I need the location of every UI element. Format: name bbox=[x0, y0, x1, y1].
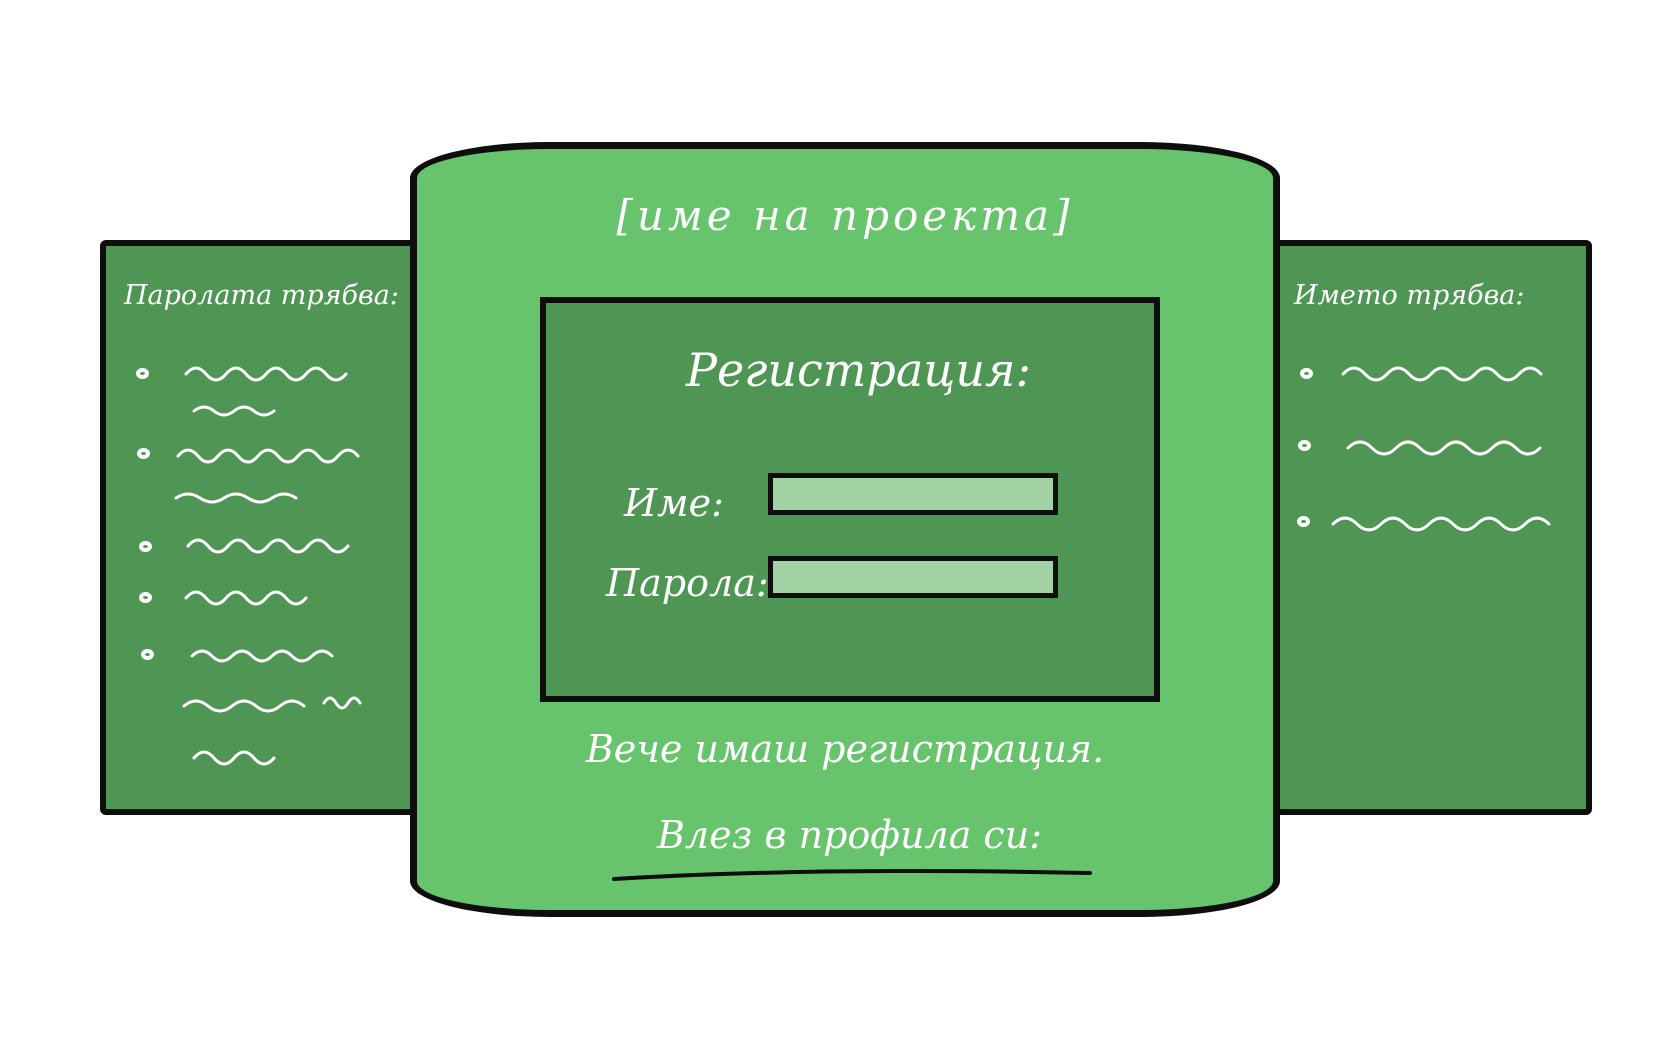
requirement-bullet bbox=[1300, 368, 1313, 379]
password-requirements-title: Паролата трябва: bbox=[124, 280, 399, 311]
login-link[interactable]: Влез в профила си: bbox=[657, 813, 1042, 857]
name-label: Име: bbox=[624, 481, 724, 525]
requirement-bullet bbox=[1297, 516, 1310, 527]
placeholder-scribbles bbox=[1331, 366, 1551, 532]
password-label: Парола: bbox=[606, 561, 769, 605]
name-requirements-panel: Името трябва: bbox=[1262, 240, 1592, 815]
registration-card: [име на проекта] Регистрация: Име: Парол… bbox=[410, 142, 1280, 917]
requirement-bullet bbox=[1298, 440, 1311, 451]
project-title: [име на проекта] bbox=[616, 191, 1074, 240]
registration-form: Регистрация: Име: Парола: bbox=[540, 297, 1160, 702]
requirement-bullet bbox=[136, 368, 149, 379]
requirement-bullet bbox=[139, 592, 152, 603]
requirement-bullet bbox=[141, 649, 154, 660]
already-registered-text: Вече имаш регистрация. bbox=[585, 727, 1105, 771]
requirement-bullet bbox=[137, 448, 150, 459]
requirement-bullet bbox=[139, 541, 152, 552]
placeholder-scribbles bbox=[174, 366, 362, 766]
password-field[interactable] bbox=[768, 556, 1058, 598]
name-requirements-title: Името трябва: bbox=[1294, 280, 1525, 311]
name-field[interactable] bbox=[768, 473, 1058, 515]
registration-title: Регистрация: bbox=[686, 343, 1031, 397]
password-requirements-panel: Паролата трябва: bbox=[100, 240, 430, 815]
login-link-underline bbox=[612, 869, 1092, 881]
